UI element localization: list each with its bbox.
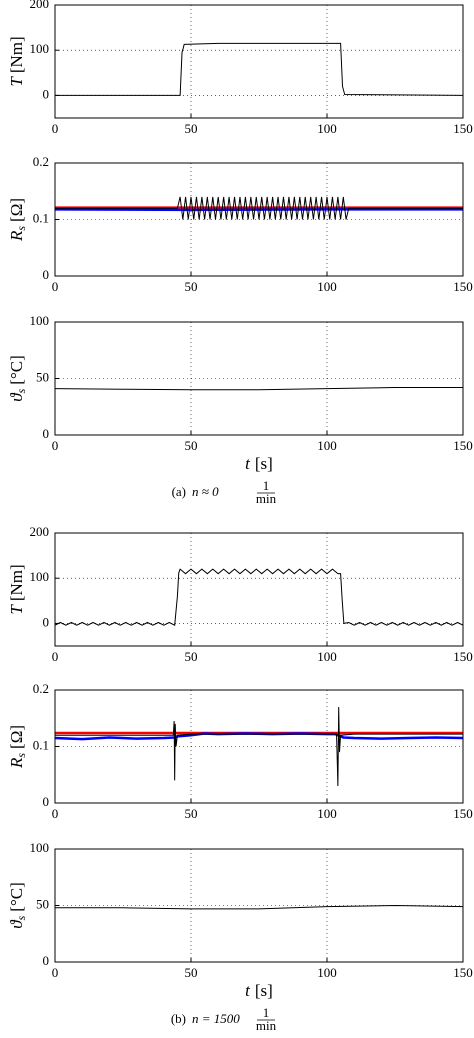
y-tick-label: 0.2: [33, 154, 49, 169]
y-tick-label: 200: [30, 0, 50, 11]
y-label-subscript: s: [14, 226, 28, 231]
y-label-subscript: s: [14, 388, 28, 393]
plot-frame: [54, 321, 464, 436]
plot-frame: [54, 848, 464, 963]
x-tick-label: 150: [453, 649, 473, 664]
y-tick-label: 50: [36, 896, 49, 911]
series-line: [55, 196, 463, 220]
y-label-unit: [Ω]: [7, 725, 26, 749]
x-tick-label: 50: [185, 279, 198, 294]
y-label-symbol: R: [7, 757, 26, 769]
x-label-unit: [s]: [255, 454, 273, 473]
y-label-unit: [Nm]: [7, 564, 26, 601]
y-axis-label: Rs [Ω]: [7, 725, 28, 769]
series-line: [55, 208, 463, 212]
caption-label: (b): [171, 1011, 186, 1026]
y-label-symbol: ϑ: [7, 392, 26, 402]
x-tick-label: 0: [52, 438, 59, 453]
y-tick-label: 0: [43, 86, 50, 101]
x-tick-label: 50: [185, 965, 198, 980]
y-tick-label: 0: [43, 426, 50, 441]
x-tick-label: 0: [52, 121, 59, 136]
y-axis-label: ϑs [°C]: [7, 355, 28, 401]
plot-frame: [54, 162, 464, 277]
caption-numerator: 1: [263, 1005, 270, 1020]
y-label-unit: [°C]: [7, 355, 26, 384]
x-tick-label: 100: [317, 806, 337, 821]
x-tick-label: 50: [185, 121, 198, 136]
y-label-unit: [°C]: [7, 882, 26, 911]
x-tick-label: 0: [52, 649, 59, 664]
caption-denominator: min: [256, 1018, 277, 1033]
y-tick-label: 0.1: [33, 737, 49, 752]
x-tick-label: 100: [317, 279, 337, 294]
series-line: [55, 904, 463, 910]
y-label-symbol: T: [7, 604, 26, 615]
x-tick-label: 100: [317, 121, 337, 136]
x-tick-label: 50: [185, 649, 198, 664]
y-label-symbol: T: [7, 76, 26, 87]
x-label-unit: [s]: [255, 981, 273, 1000]
x-tick-label: 0: [52, 806, 59, 821]
caption-expression: n = 1500: [192, 1011, 240, 1026]
x-tick-label: 150: [453, 279, 473, 294]
plot-area: [55, 533, 463, 646]
series-line: [55, 568, 463, 626]
caption-denominator: min: [256, 491, 277, 506]
series-line: [55, 387, 463, 391]
x-tick-label: 100: [317, 965, 337, 980]
y-tick-label: 0: [43, 794, 50, 809]
x-label-symbol: t: [245, 454, 251, 473]
plot-frame: [54, 532, 464, 647]
x-tick-label: 150: [453, 806, 473, 821]
y-label-unit: [Ω]: [7, 198, 26, 222]
y-label-subscript: s: [14, 753, 28, 758]
y-tick-label: 200: [30, 524, 50, 539]
x-tick-label: 0: [52, 965, 59, 980]
y-label-subscript: s: [14, 915, 28, 920]
y-tick-label: 0: [43, 953, 50, 968]
series-line: [55, 42, 463, 96]
y-axis-label: T [Nm]: [7, 36, 26, 86]
y-label-unit: [Nm]: [7, 36, 26, 73]
x-tick-label: 150: [453, 438, 473, 453]
series-line: [55, 706, 463, 787]
y-axis-label: ϑs [°C]: [7, 882, 28, 928]
caption-numerator: 1: [263, 478, 270, 493]
y-axis-label: T [Nm]: [7, 564, 26, 614]
x-tick-label: 50: [185, 806, 198, 821]
plot-frame: [54, 4, 464, 119]
plot-frame: [54, 689, 464, 804]
y-tick-label: 0: [43, 267, 50, 282]
y-tick-label: 100: [30, 840, 50, 855]
y-tick-label: 0: [43, 614, 50, 629]
y-label-symbol: R: [7, 230, 26, 242]
y-tick-label: 0.1: [33, 210, 49, 225]
x-tick-label: 100: [317, 438, 337, 453]
caption-expression: n ≈ 0: [192, 484, 219, 499]
x-tick-label: 50: [185, 438, 198, 453]
x-tick-label: 150: [453, 965, 473, 980]
y-tick-label: 100: [30, 41, 50, 56]
plot-area: [55, 5, 463, 118]
x-tick-label: 100: [317, 649, 337, 664]
y-tick-label: 100: [30, 313, 50, 328]
x-label-symbol: t: [245, 981, 251, 1000]
y-tick-label: 50: [36, 369, 49, 384]
y-tick-label: 100: [30, 569, 50, 584]
x-tick-label: 0: [52, 279, 59, 294]
y-tick-label: 0.2: [33, 681, 49, 696]
y-label-symbol: ϑ: [7, 919, 26, 929]
y-axis-label: Rs [Ω]: [7, 198, 28, 242]
x-axis-label: t [s]: [245, 981, 273, 1000]
x-tick-label: 150: [453, 121, 473, 136]
caption-label: (a): [172, 484, 186, 499]
x-axis-label: t [s]: [245, 454, 273, 473]
